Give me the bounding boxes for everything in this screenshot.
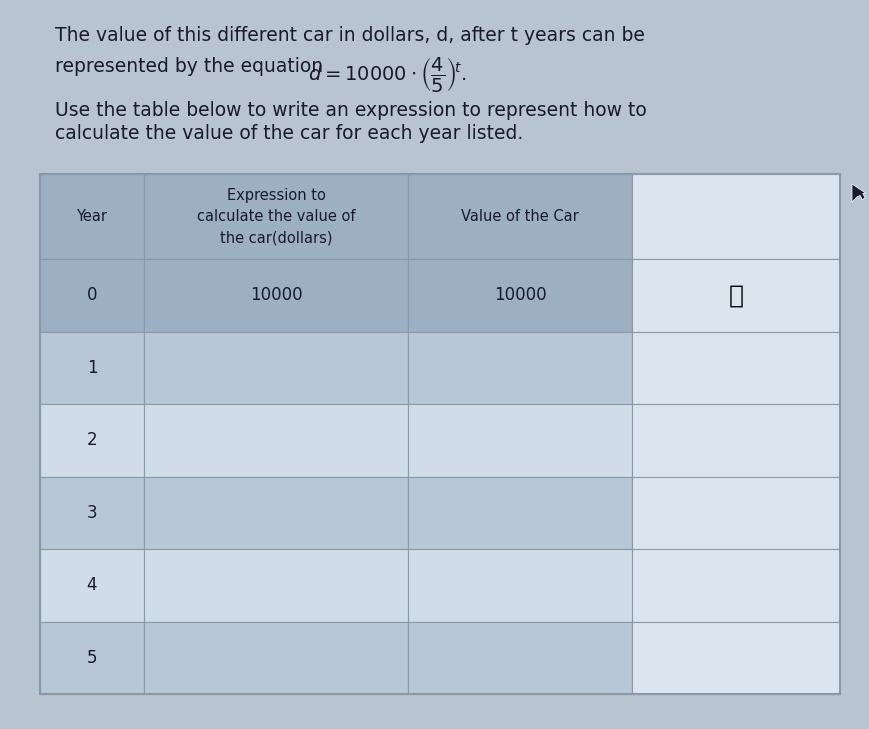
Bar (40, 174, 144, 259)
Text: 3: 3 (87, 504, 97, 522)
Bar (408, 332, 631, 404)
Bar (631, 174, 839, 259)
Bar (144, 622, 408, 694)
Text: Value of the Car: Value of the Car (461, 209, 578, 224)
Text: Expression to
calculate the value of
the car(dollars): Expression to calculate the value of the… (196, 188, 355, 245)
Bar (408, 404, 631, 477)
Text: The value of this different car in dollars, d, after t years can be: The value of this different car in dolla… (55, 26, 644, 45)
Text: 0: 0 (87, 286, 97, 304)
Text: calculate the value of the car for each year listed.: calculate the value of the car for each … (55, 124, 522, 143)
Bar (40, 259, 144, 332)
Text: 10000: 10000 (249, 286, 302, 304)
Bar (40, 174, 839, 694)
Bar (408, 477, 631, 549)
Bar (408, 622, 631, 694)
Bar (40, 477, 144, 549)
Bar (631, 622, 839, 694)
Text: 2: 2 (87, 432, 97, 449)
Text: $d = 10000 \cdot \left(\dfrac{4}{5}\right)^{\!t}$.: $d = 10000 \cdot \left(\dfrac{4}{5}\righ… (308, 55, 467, 94)
Bar (408, 259, 631, 332)
Polygon shape (851, 184, 865, 202)
Bar (408, 174, 631, 259)
Bar (144, 259, 408, 332)
Bar (631, 404, 839, 477)
Text: 4: 4 (87, 576, 97, 594)
Text: 1: 1 (87, 359, 97, 377)
Text: 🔥: 🔥 (727, 284, 743, 307)
Bar (631, 549, 839, 622)
Bar (144, 477, 408, 549)
Text: Use the table below to write an expression to represent how to: Use the table below to write an expressi… (55, 101, 646, 120)
Bar (40, 622, 144, 694)
Bar (40, 404, 144, 477)
Bar (631, 259, 839, 332)
Text: 5: 5 (87, 649, 97, 667)
Bar (144, 549, 408, 622)
Bar (40, 332, 144, 404)
Bar (408, 549, 631, 622)
Text: Year: Year (76, 209, 108, 224)
Bar (631, 477, 839, 549)
Bar (144, 332, 408, 404)
Bar (144, 404, 408, 477)
Bar (144, 174, 408, 259)
Text: 10000: 10000 (493, 286, 546, 304)
Text: represented by the equation: represented by the equation (55, 57, 328, 76)
Bar (40, 549, 144, 622)
Bar (631, 332, 839, 404)
